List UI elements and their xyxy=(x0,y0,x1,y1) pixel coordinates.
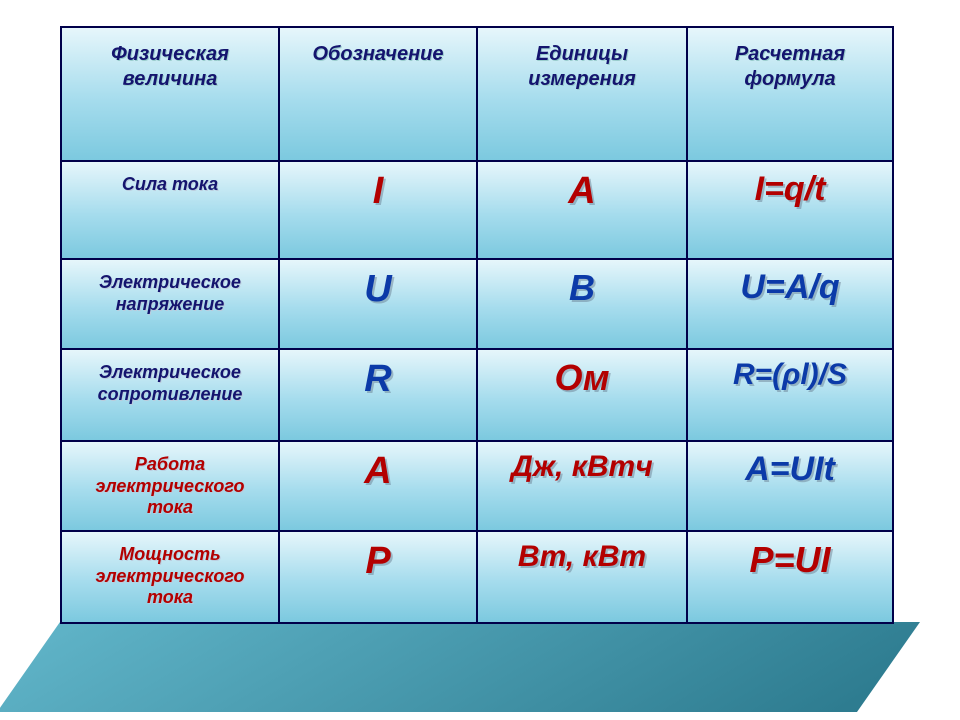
row-label: Работа электрического тока xyxy=(70,452,270,521)
stage: Физическая величина Обозначение Единицы … xyxy=(0,0,960,720)
unit-text: В xyxy=(569,270,595,306)
symbol-cell: A xyxy=(279,441,477,531)
symbol-cell: U xyxy=(279,259,477,349)
row-label: Сила тока xyxy=(118,172,222,198)
unit-cell: Дж, кВтч xyxy=(477,441,687,531)
unit-text: Ом xyxy=(554,360,609,396)
symbol-cell: P xyxy=(279,531,477,623)
unit-cell: А xyxy=(477,161,687,259)
physics-table: Физическая величина Обозначение Единицы … xyxy=(60,26,894,624)
table-row: Работа электрического тока A Дж, кВтч A=… xyxy=(61,441,893,531)
col-header-quantity: Физическая величина xyxy=(61,27,279,161)
row-label-cell: Электрическое напряжение xyxy=(61,259,279,349)
table-row: Мощность электрического тока P Вт, кВт P… xyxy=(61,531,893,623)
col-header-label: Единицы измерения xyxy=(528,43,636,90)
col-header-label: Расчетная формула xyxy=(735,43,845,90)
symbol-text: A xyxy=(364,452,391,490)
table-row: Электрическое напряжение U В U=A/q xyxy=(61,259,893,349)
row-label-cell: Работа электрического тока xyxy=(61,441,279,531)
unit-cell: В xyxy=(477,259,687,349)
table-shadow xyxy=(0,622,920,712)
unit-cell: Вт, кВт xyxy=(477,531,687,623)
row-label: Электрическое напряжение xyxy=(70,270,270,317)
formula-cell: I=q/t xyxy=(687,161,893,259)
formula-cell: R=(ρl)/S xyxy=(687,349,893,441)
unit-text: А xyxy=(568,172,595,210)
col-header-symbol: Обозначение xyxy=(279,27,477,161)
symbol-text: R xyxy=(364,360,391,398)
table-row: Электрическое сопротивление R Ом R=(ρl)/… xyxy=(61,349,893,441)
formula-cell: U=A/q xyxy=(687,259,893,349)
unit-text: Дж, кВтч xyxy=(511,452,652,482)
unit-cell: Ом xyxy=(477,349,687,441)
formula-text: I=q/t xyxy=(755,172,826,206)
formula-cell: P=UI xyxy=(687,531,893,623)
col-header-unit: Единицы измерения xyxy=(477,27,687,161)
formula-text: P=UI xyxy=(749,542,830,578)
symbol-text: U xyxy=(364,270,391,308)
symbol-cell: R xyxy=(279,349,477,441)
symbol-text: I xyxy=(373,172,384,210)
symbol-text: P xyxy=(365,542,390,580)
row-label-cell: Мощность электрического тока xyxy=(61,531,279,623)
col-header-label: Физическая величина xyxy=(111,43,229,90)
row-label: Мощность электрического тока xyxy=(70,542,270,611)
formula-cell: A=UIt xyxy=(687,441,893,531)
table-body: Сила тока I А I=q/t Электрическое напряж… xyxy=(61,161,893,623)
formula-text: A=UIt xyxy=(745,452,835,486)
col-header-formula: Расчетная формула xyxy=(687,27,893,161)
row-label-cell: Электрическое сопротивление xyxy=(61,349,279,441)
symbol-cell: I xyxy=(279,161,477,259)
row-label: Электрическое сопротивление xyxy=(70,360,270,407)
table-header-row: Физическая величина Обозначение Единицы … xyxy=(61,27,893,161)
col-header-label: Обозначение xyxy=(312,43,443,65)
row-label-cell: Сила тока xyxy=(61,161,279,259)
formula-text: R=(ρl)/S xyxy=(733,360,847,390)
formula-text: U=A/q xyxy=(740,270,839,304)
table-row: Сила тока I А I=q/t xyxy=(61,161,893,259)
unit-text: Вт, кВт xyxy=(518,542,646,572)
